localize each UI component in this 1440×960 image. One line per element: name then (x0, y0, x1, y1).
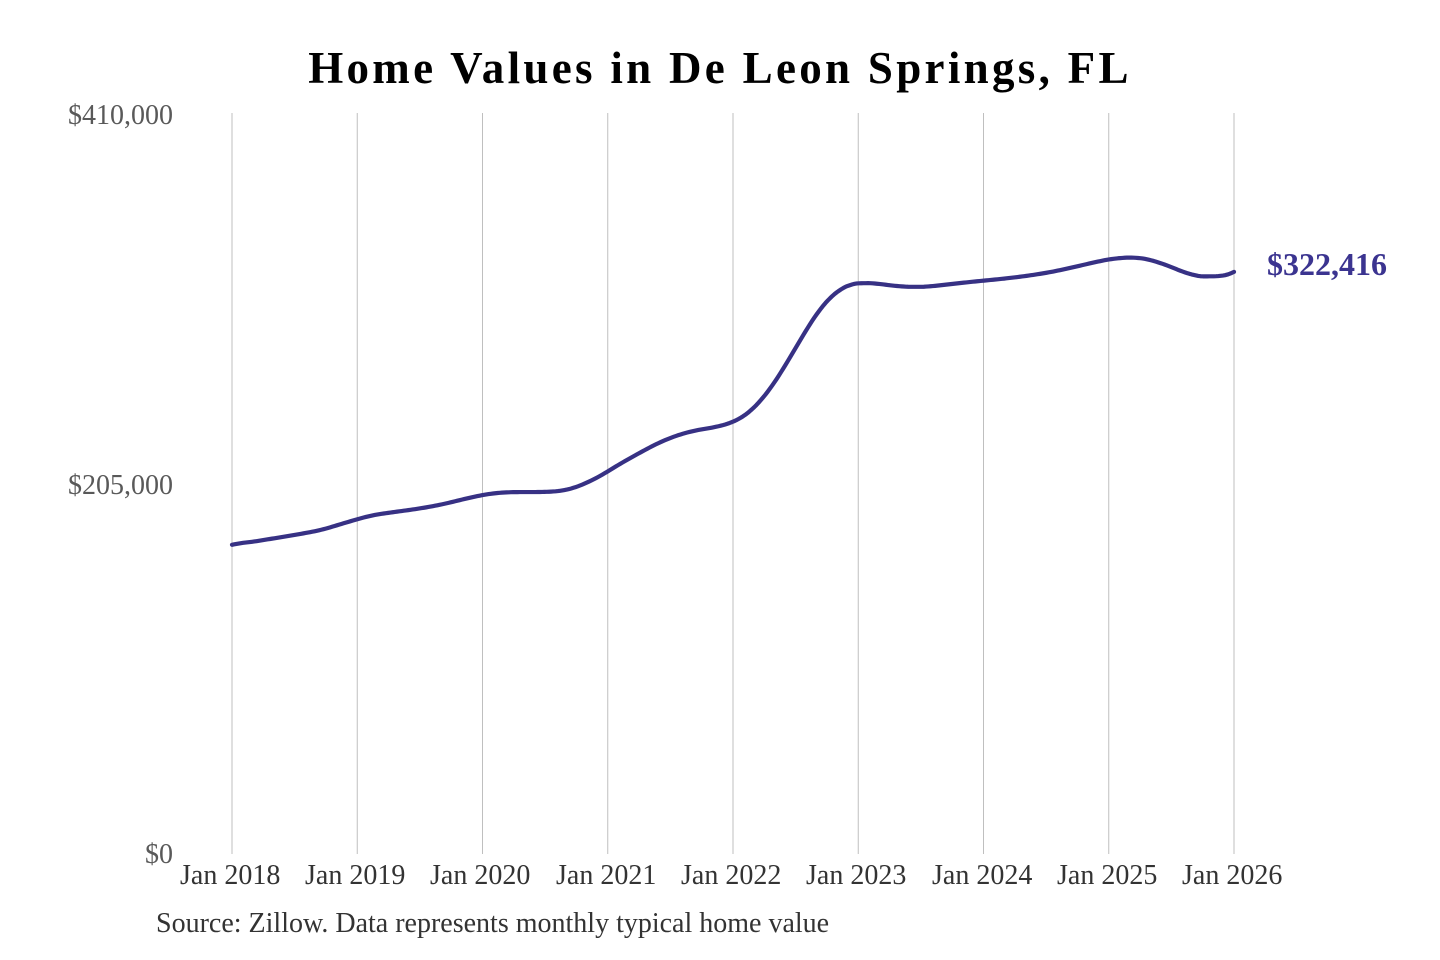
svg-text:Jan 2026: Jan 2026 (1182, 860, 1282, 891)
svg-text:Jan 2019: Jan 2019 (305, 860, 405, 891)
svg-text:Jan 2020: Jan 2020 (430, 860, 530, 891)
svg-text:Jan 2024: Jan 2024 (932, 860, 1032, 891)
svg-text:Jan 2018: Jan 2018 (180, 860, 280, 891)
svg-text:$410,000: $410,000 (68, 100, 173, 131)
svg-text:Jan 2023: Jan 2023 (806, 860, 906, 891)
svg-text:Jan 2025: Jan 2025 (1057, 860, 1157, 891)
svg-text:Jan 2021: Jan 2021 (556, 860, 656, 891)
svg-text:Jan 2022: Jan 2022 (681, 860, 781, 891)
svg-text:$205,000: $205,000 (68, 470, 173, 501)
svg-text:$322,416: $322,416 (1267, 246, 1387, 282)
svg-text:$0: $0 (145, 839, 173, 870)
